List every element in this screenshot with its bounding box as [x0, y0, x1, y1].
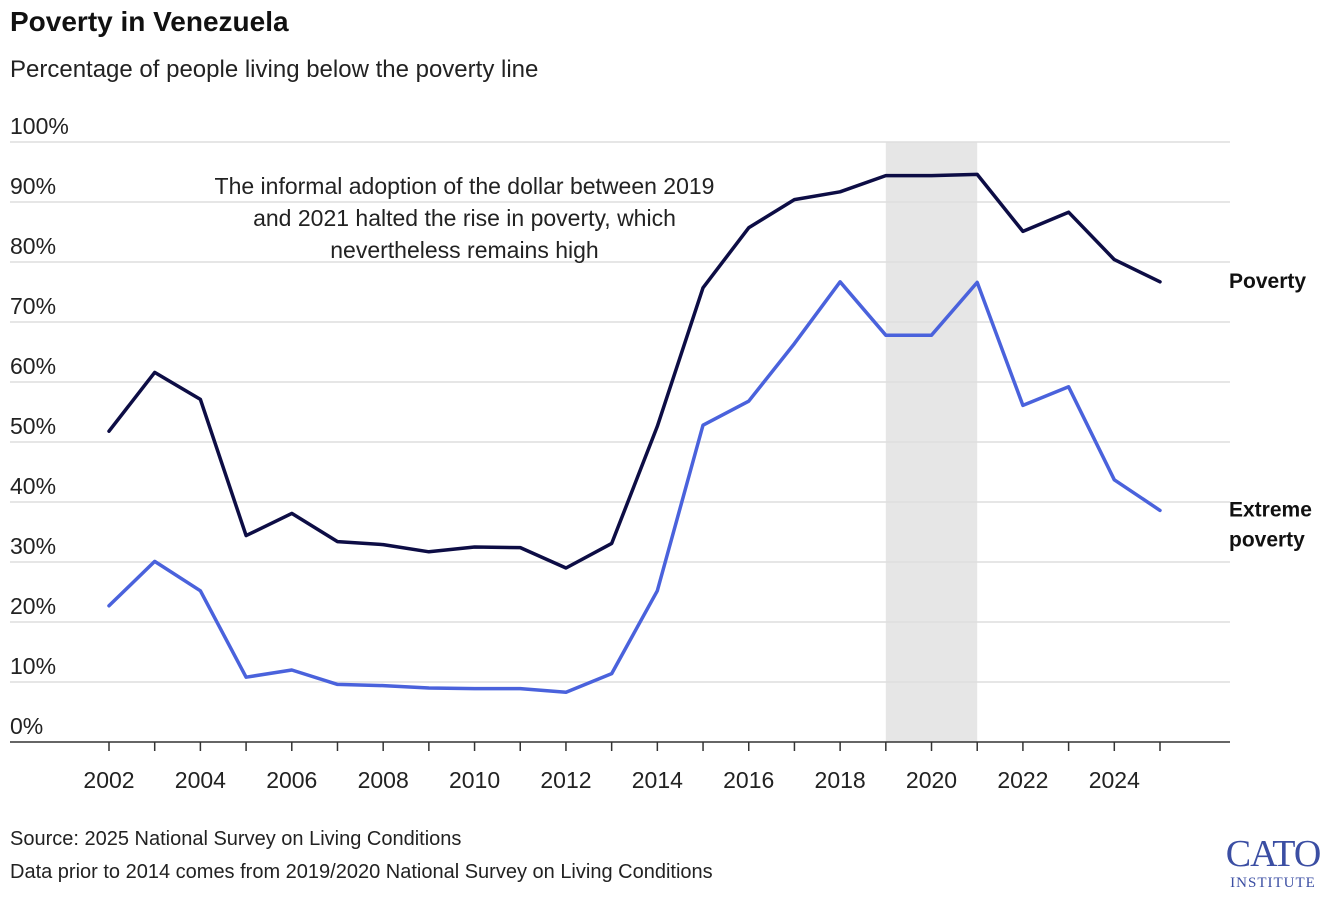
logo-subtext: INSTITUTE [1230, 875, 1316, 891]
x-tick-label-2002: 2002 [83, 767, 134, 793]
y-tick-label-50: 50% [10, 413, 56, 439]
series-label-extreme-poverty-line-2: poverty [1229, 528, 1305, 551]
x-tick-label-2008: 2008 [358, 767, 409, 793]
series-label-extreme-poverty-line-1: Extreme [1229, 498, 1312, 521]
series-labels-layer: Poverty Extreme poverty [1229, 270, 1312, 552]
x-tick-label-2006: 2006 [266, 767, 317, 793]
y-tick-label-100: 100% [10, 113, 69, 139]
series-line-extreme-poverty [107, 280, 1162, 694]
x-tick-label-2016: 2016 [723, 767, 774, 793]
y-tick-label-60: 60% [10, 353, 56, 379]
x-tick-label-2020: 2020 [906, 767, 957, 793]
x-tick-label-2018: 2018 [815, 767, 866, 793]
series-label-poverty: Poverty [1229, 270, 1306, 293]
chart-title: Poverty in Venezuela [10, 6, 289, 37]
chart-annotation: The informal adoption of the dollar betw… [214, 173, 715, 263]
x-tick-label-2022: 2022 [997, 767, 1048, 793]
y-tick-label-80: 80% [10, 233, 56, 259]
x-tick-label-2012: 2012 [540, 767, 591, 793]
logo-wordmark: CATO [1226, 833, 1321, 875]
y-tick-label-70: 70% [10, 293, 56, 319]
cato-institute-logo: CATO INSTITUTE [1226, 833, 1322, 891]
x-tick-label-2004: 2004 [175, 767, 226, 793]
y-tick-label-30: 30% [10, 533, 56, 559]
y-tick-label-0: 0% [10, 713, 43, 739]
y-tick-label-90: 90% [10, 173, 56, 199]
x-tick-label-2014: 2014 [632, 767, 683, 793]
x-axis-tick-labels: 2002 2004 2006 2008 2010 2012 2014 2016 2018 2020… [83, 767, 1140, 793]
source-note: Source: 2025 National Survey on Living C… [10, 828, 462, 850]
series-line-poverty [107, 172, 1162, 570]
x-tick-label-2024: 2024 [1089, 767, 1140, 793]
y-tick-label-10: 10% [10, 653, 56, 679]
y-tick-label-20: 20% [10, 593, 56, 619]
data-note: Data prior to 2014 comes from 2019/2020 … [10, 861, 713, 883]
x-axis [10, 741, 1230, 751]
series-lines-layer [107, 172, 1162, 694]
y-tick-label-40: 40% [10, 473, 56, 499]
chart-subtitle: Percentage of people living below the po… [10, 56, 539, 83]
y-axis-tick-labels: 0% 10% 20% 30% 40% 50% 60% 70% 80% 90% 100% [10, 113, 69, 739]
gridlines-layer [10, 141, 1230, 683]
x-tick-label-2010: 2010 [449, 767, 500, 793]
